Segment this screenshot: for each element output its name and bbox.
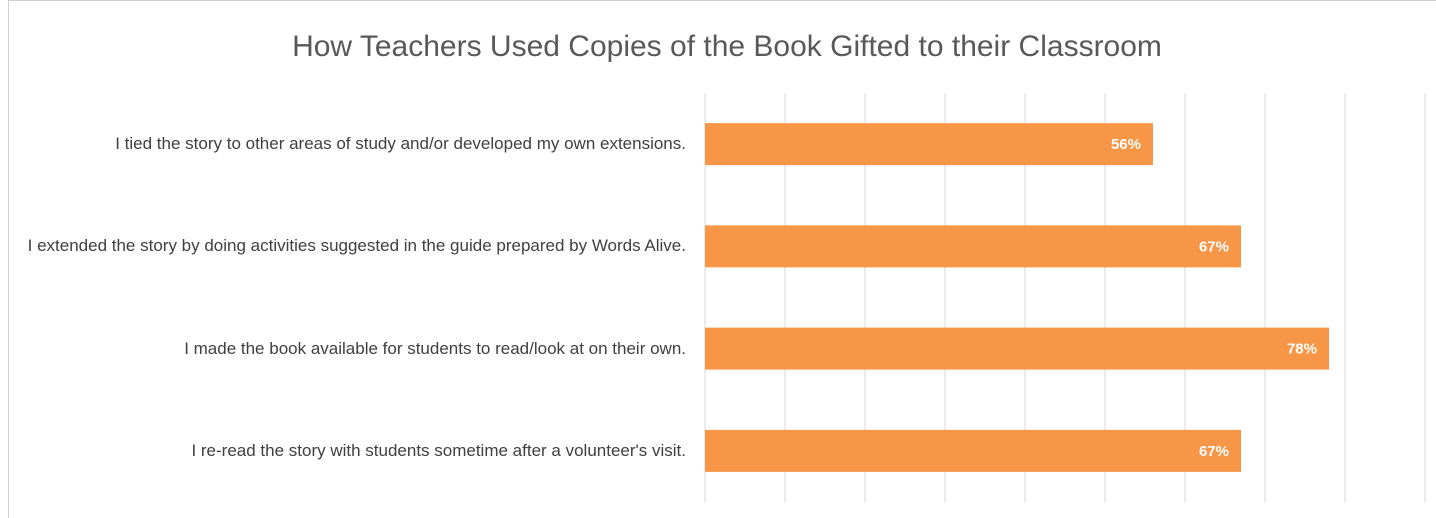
y-tick-label: I tied the story to other areas of study… xyxy=(115,134,686,154)
bar xyxy=(705,225,1241,268)
y-tick-label: I made the book available for students t… xyxy=(184,338,686,358)
bar xyxy=(705,429,1241,472)
bar xyxy=(705,123,1153,166)
chart-title: How Teachers Used Copies of the Book Gif… xyxy=(292,30,1162,63)
data-label: 56% xyxy=(1111,136,1141,153)
data-label: 67% xyxy=(1199,443,1229,460)
data-label: 67% xyxy=(1199,238,1229,255)
bar xyxy=(705,327,1329,370)
chart-border xyxy=(8,0,1436,518)
data-label: 78% xyxy=(1287,341,1317,358)
y-tick-label: I extended the story by doing activities… xyxy=(27,236,686,256)
y-tick-label: I re-read the story with students someti… xyxy=(191,440,686,460)
